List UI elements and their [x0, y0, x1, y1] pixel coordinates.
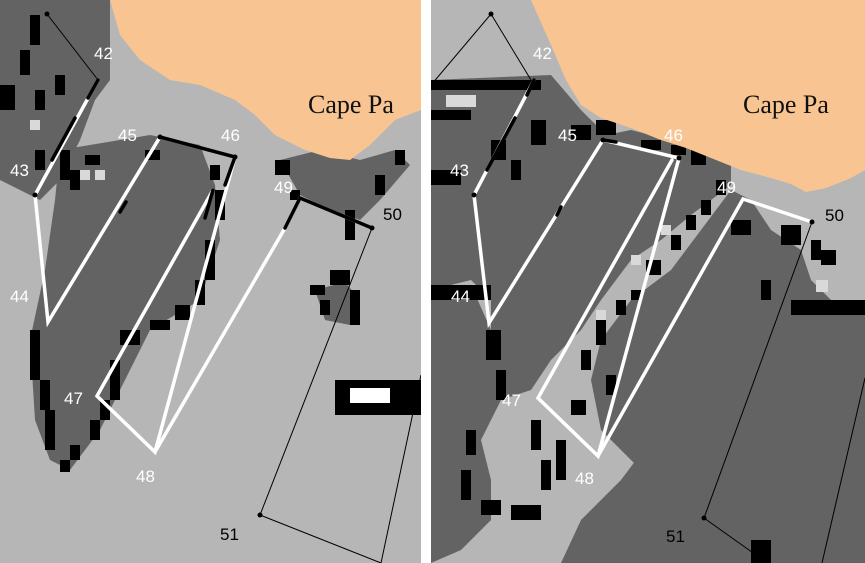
point-label-43: 43	[450, 161, 469, 180]
point-label-44: 44	[10, 287, 29, 306]
point-label-42: 42	[533, 44, 552, 63]
point-label-44: 44	[451, 287, 470, 306]
point-label-48: 48	[575, 469, 594, 488]
point-label-46: 46	[221, 126, 240, 145]
point-markers	[32, 11, 375, 518]
map-panel-right: Cape Pa 42 43 44 45 46 47 48 49 50 51	[431, 0, 865, 563]
land-cape	[531, 0, 865, 192]
point-label-42: 42	[94, 44, 113, 63]
map-panel-left: Cape Pa 42 43 44 45 46 47 48 49 50 51	[0, 0, 421, 563]
transect-lines	[472, 78, 814, 460]
point-label-50: 50	[383, 205, 402, 224]
point-label-47: 47	[502, 391, 521, 410]
point-label-49: 49	[274, 178, 293, 197]
point-label-45: 45	[118, 126, 137, 145]
point-label-49: 49	[717, 178, 736, 197]
place-label-cape: Cape Pa	[743, 90, 829, 119]
point-label-47: 47	[64, 389, 83, 408]
place-label-cape: Cape Pa	[308, 90, 394, 119]
point-label-48: 48	[136, 467, 155, 486]
map-canvas-left: Cape Pa 42 43 44 45 46 47 48 49 50 51	[0, 0, 421, 563]
thin-lines	[46, 13, 421, 563]
land-cape	[110, 0, 421, 160]
point-label-45: 45	[558, 126, 577, 145]
pixel-borders	[0, 15, 421, 472]
white-pixel-block	[350, 388, 390, 403]
map-canvas-right: Cape Pa 42 43 44 45 46 47 48 49 50 51	[431, 0, 865, 563]
light-pixel-spots	[30, 120, 105, 180]
point-markers	[471, 11, 815, 521]
point-label-50: 50	[825, 206, 844, 225]
point-label-43: 43	[10, 161, 29, 180]
point-label-51: 51	[666, 527, 685, 546]
point-label-46: 46	[664, 126, 683, 145]
light-pixel-spots	[446, 95, 828, 320]
transect-lines	[33, 78, 374, 456]
pixel-borders	[431, 80, 865, 563]
point-label-51: 51	[220, 525, 239, 544]
